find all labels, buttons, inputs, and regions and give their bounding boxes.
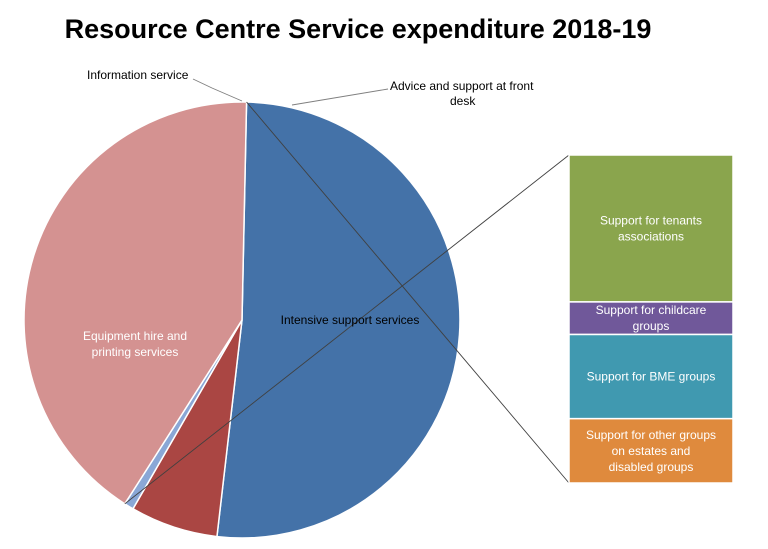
connector-bottom	[246, 101, 570, 484]
pie-slice-intensive-support-services	[23, 101, 248, 505]
connector-top	[124, 154, 570, 505]
label-information-service: Information service	[87, 68, 189, 82]
bar-segment-support-for-bme-groups	[568, 333, 734, 420]
bar-segment-support-for-tenants-associations	[568, 154, 734, 303]
label-support-for-other-groups-on-estates-and-disabled-groups: Support for other groups on estates and di…	[586, 428, 716, 474]
leader-information-service	[192, 78, 243, 102]
label-support-for-childcare-groups: Support for childcare groups	[596, 303, 707, 333]
connector-lines	[124, 101, 570, 505]
bar-segment-support-for-other-groups-on-estates-and-disabled-groups	[568, 417, 734, 484]
label-intensive-support-services: Intensive support services	[281, 313, 420, 327]
label-advice-and-support-at-front-desk: Advice and support at front desk	[390, 79, 534, 108]
label-equipment-hire-and-printing-services: Equipment hire and printing services	[83, 329, 187, 359]
label-support-for-tenants-associations: Support for tenants associations	[600, 213, 702, 243]
pie	[23, 101, 461, 539]
pie-slice-equipment-hire-and-printing-services	[216, 101, 461, 539]
breakdown-bar	[568, 154, 734, 484]
chart-title: Resource Centre Service expenditure 2018…	[64, 14, 652, 44]
leader-advice-and-support-at-front-desk	[291, 88, 389, 106]
data-labels: Equipment hire and printing services Infor…	[83, 68, 716, 474]
label-support-for-bme-groups: Support for BME groups	[587, 370, 716, 384]
